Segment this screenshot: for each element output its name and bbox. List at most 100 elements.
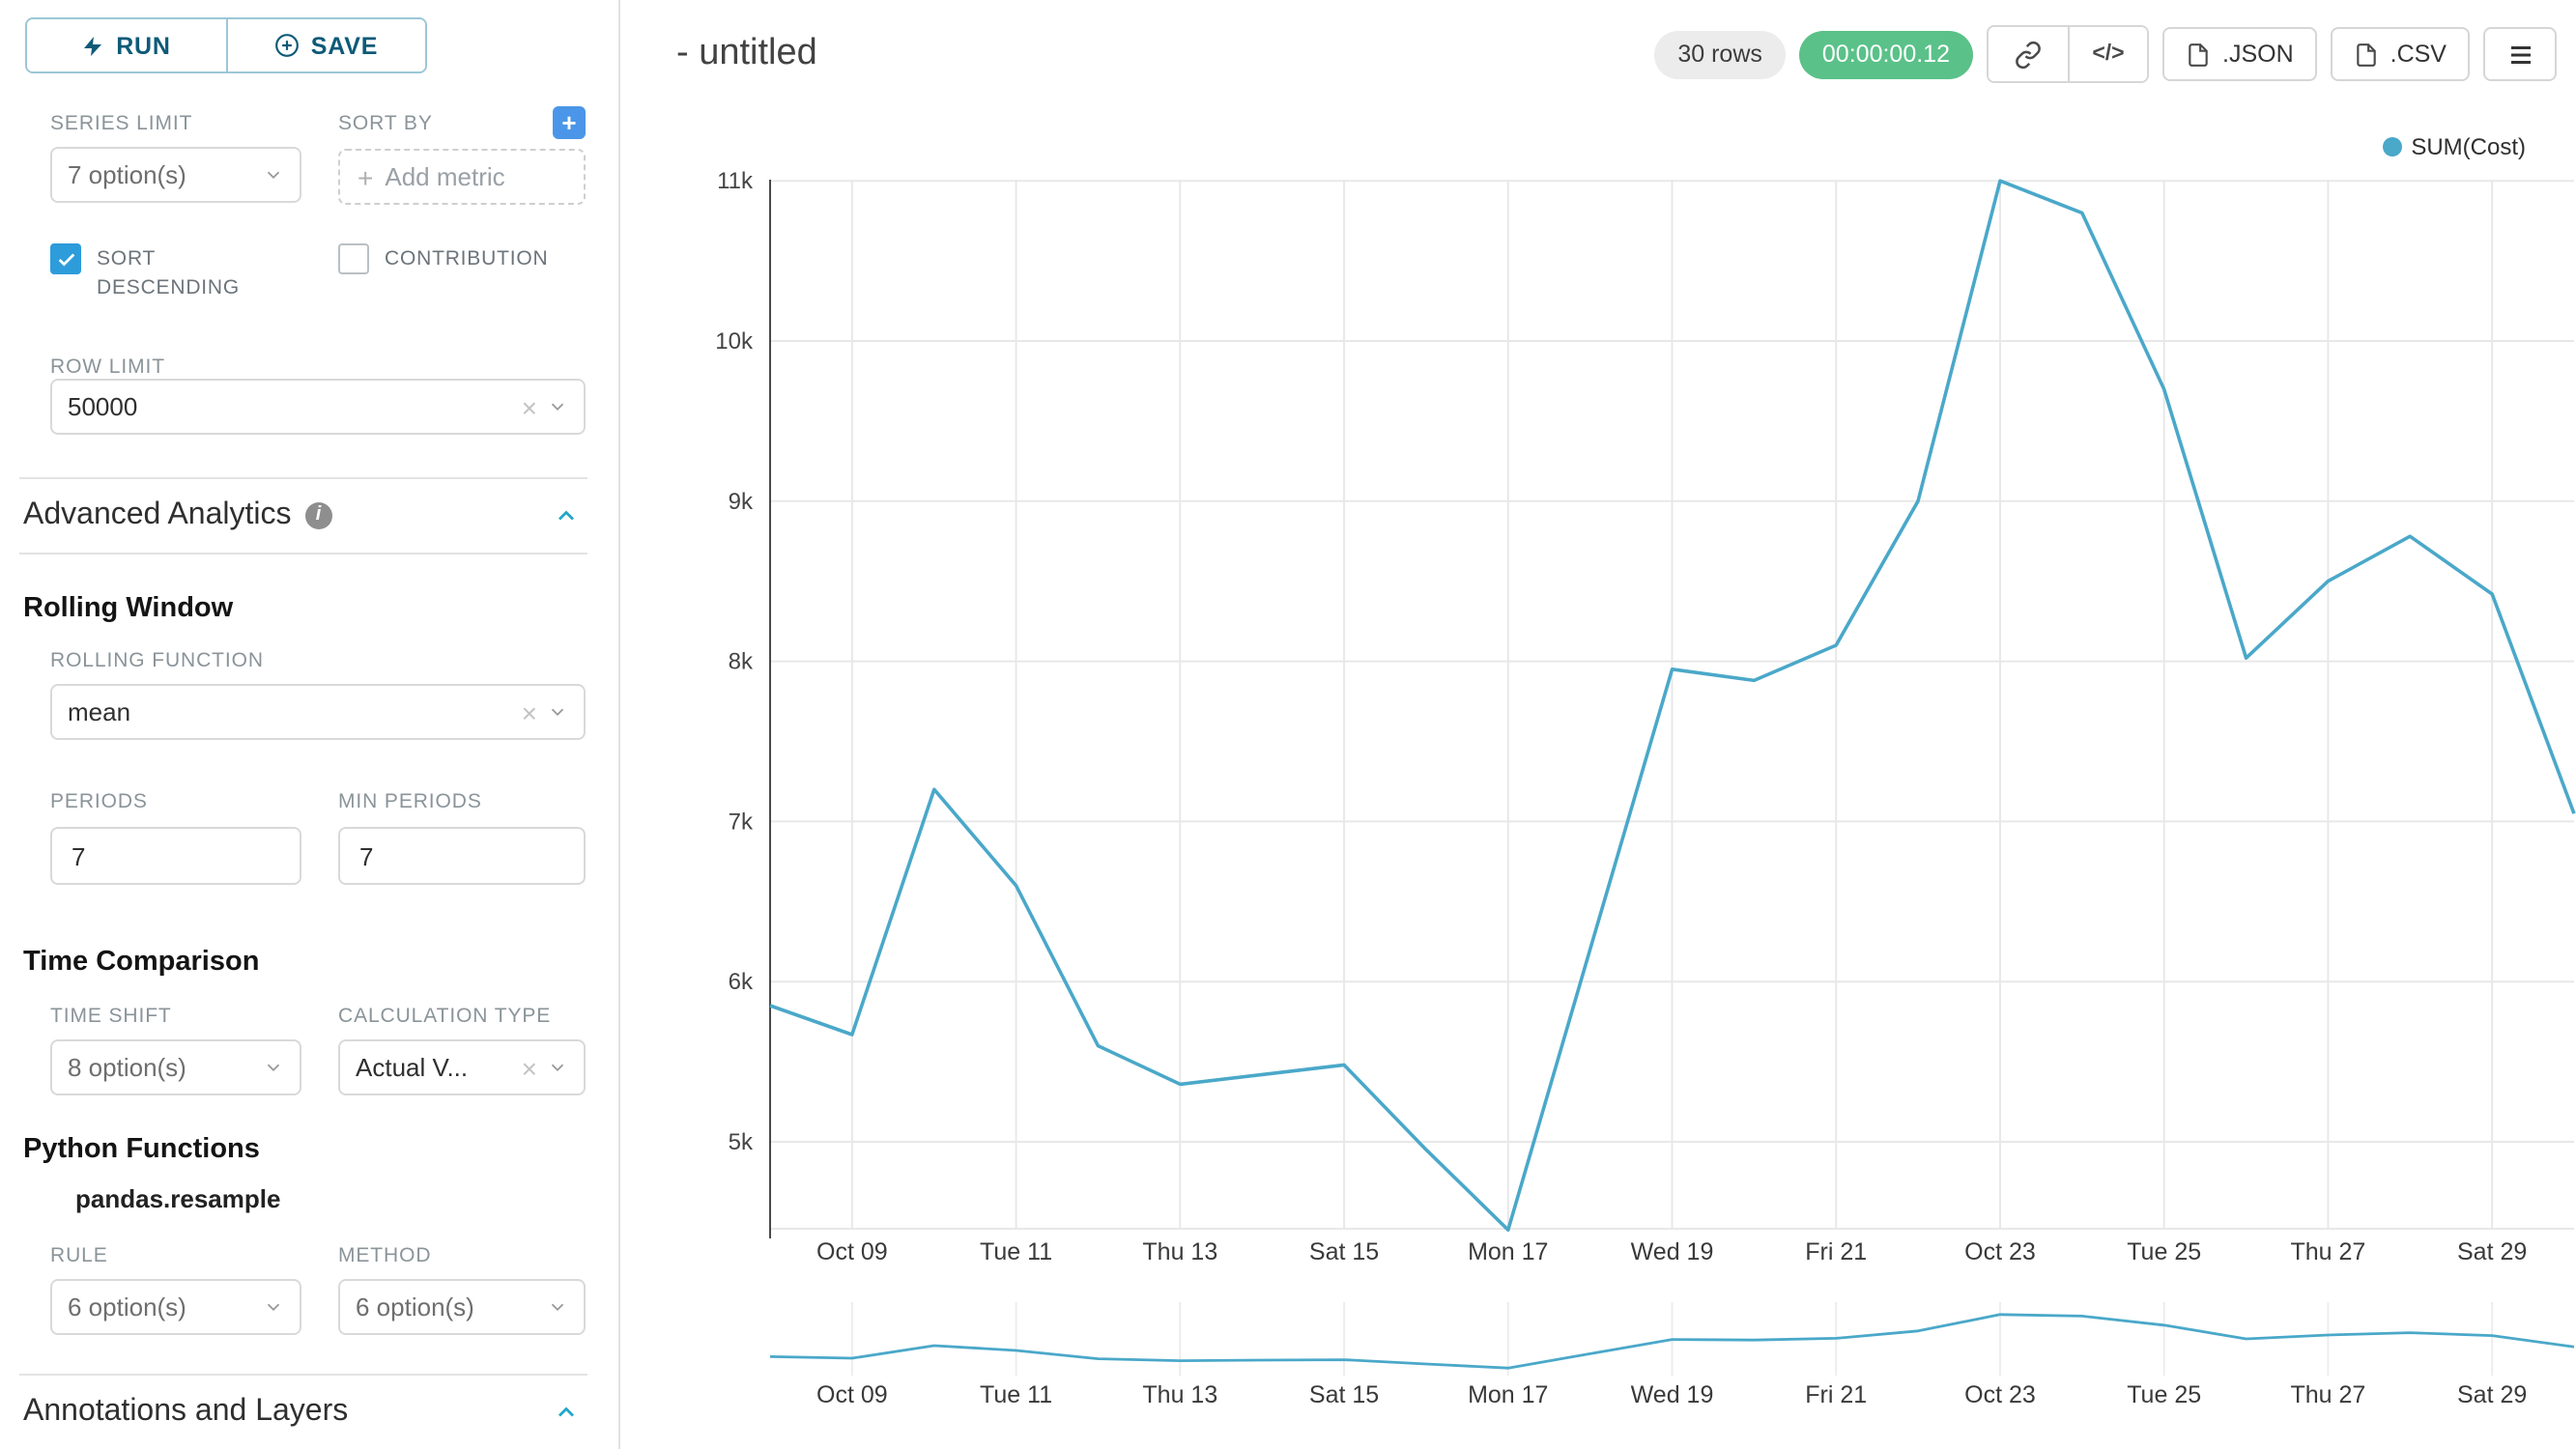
mini-x-axis-label: Fri 21 [1805, 1381, 1867, 1408]
mini-x-axis-label: Oct 23 [1964, 1381, 2036, 1408]
x-axis-label: Thu 27 [2290, 1238, 2365, 1265]
add-metric-placeholder: Add metric [385, 162, 505, 191]
chevron-up-icon[interactable] [553, 503, 580, 530]
lightning-icon [84, 36, 102, 55]
chart-panel: - untitled 30 rows 00:00:00.12 </> .JSON [620, 0, 2576, 1449]
csv-file-icon [2356, 43, 2376, 66]
time-shift-value: 8 option(s) [68, 1053, 186, 1083]
periods-input[interactable] [50, 827, 301, 886]
method-select[interactable]: 6 option(s) [338, 1279, 586, 1336]
min-periods-input[interactable] [338, 827, 586, 886]
chevron-down-icon [267, 171, 280, 180]
checkbox-unchecked-icon [338, 243, 369, 274]
export-csv-button[interactable]: .CSV [2330, 27, 2470, 81]
row-limit-select[interactable]: 50000 × [50, 379, 586, 436]
advanced-analytics-title: Advanced Analytics [23, 498, 292, 532]
chevron-down-icon [267, 1065, 280, 1072]
mini-x-axis-label: Tue 11 [980, 1381, 1052, 1408]
series-limit-value: 7 option(s) [68, 160, 186, 189]
y-axis-label: 5k [729, 1129, 754, 1155]
contribution-checkbox[interactable]: CONTRIBUTION [338, 243, 587, 302]
rolling-function-value: mean [68, 697, 131, 727]
share-button-group: </> [1987, 25, 2149, 83]
sort-by-label: SORT BY [338, 112, 433, 135]
rule-select[interactable]: 6 option(s) [50, 1279, 301, 1336]
x-axis-label: Fri 21 [1805, 1238, 1867, 1265]
rule-label: RULE [50, 1244, 108, 1268]
legend[interactable]: SUM(Cost) [2382, 133, 2526, 160]
info-icon: i [304, 502, 332, 530]
calculation-type-label: CALCULATION TYPE [338, 1005, 552, 1029]
run-label: RUN [116, 32, 171, 59]
add-sort-metric-button[interactable]: + [553, 106, 586, 139]
mini-x-axis-label: Oct 09 [816, 1381, 888, 1408]
chevron-down-icon [551, 1304, 564, 1312]
sort-descending-label: SORT DESCENDING [97, 247, 241, 299]
plus-icon: + [358, 161, 374, 192]
control-panel: RUN SAVE SERIES LIMIT 7 option(s) SORT B… [0, 0, 620, 1449]
periods-label: PERIODS [50, 790, 148, 814]
row-limit-label: ROW LIMIT [50, 355, 165, 380]
json-file-icon [2189, 43, 2208, 66]
x-axis-label: Sat 29 [2457, 1238, 2527, 1265]
clear-icon[interactable]: × [521, 1052, 537, 1084]
save-label: SAVE [310, 32, 379, 59]
time-shift-select[interactable]: 8 option(s) [50, 1039, 301, 1096]
sort-descending-checkbox[interactable]: SORT DESCENDING [50, 243, 301, 302]
mini-x-axis-label: Wed 19 [1631, 1381, 1714, 1408]
rule-value: 6 option(s) [68, 1293, 186, 1322]
clear-icon[interactable]: × [521, 696, 537, 728]
run-button[interactable]: RUN [27, 19, 225, 71]
x-axis-label: Tue 25 [2127, 1238, 2201, 1265]
time-shift-label: TIME SHIFT [50, 1005, 172, 1029]
rolling-window-heading: Rolling Window [23, 593, 234, 625]
sort-by-add-metric-dropzone[interactable]: + Add metric [338, 149, 586, 205]
x-axis-label: Oct 09 [816, 1238, 888, 1265]
x-axis-label: Oct 23 [1964, 1238, 2036, 1265]
x-axis-label: Sat 15 [1309, 1238, 1379, 1265]
time-comparison-heading: Time Comparison [23, 947, 260, 979]
advanced-analytics-section-header[interactable]: Advanced Analytics i [19, 477, 587, 555]
method-label: METHOD [338, 1244, 432, 1268]
mini-x-axis-label: Thu 13 [1142, 1381, 1217, 1408]
x-axis-label: Thu 13 [1142, 1238, 1217, 1265]
row-limit-value: 50000 [68, 392, 138, 422]
row-count-badge: 30 rows [1654, 30, 1786, 78]
series-limit-label: SERIES LIMIT [50, 112, 193, 135]
calculation-type-value: Actual V... [356, 1053, 469, 1083]
y-axis-label: 11k [717, 168, 754, 194]
export-json-button[interactable]: .JSON [2162, 27, 2317, 81]
menu-button[interactable] [2483, 27, 2557, 81]
save-button[interactable]: SAVE [225, 19, 425, 71]
embed-code-button[interactable]: </> [2068, 27, 2147, 81]
series-line[interactable] [769, 179, 2576, 1232]
legend-label: SUM(Cost) [2411, 133, 2526, 160]
json-label: .JSON [2222, 41, 2294, 68]
rolling-function-label: ROLLING FUNCTION [50, 649, 264, 673]
plus-circle-icon [274, 34, 299, 57]
mini-x-axis-label: Sat 29 [2457, 1381, 2527, 1408]
chevron-down-icon [551, 1065, 564, 1072]
mini-x-axis-label: Thu 27 [2290, 1381, 2365, 1408]
y-axis-label: 8k [729, 649, 754, 675]
clear-icon[interactable]: × [521, 391, 537, 423]
chevron-down-icon [267, 1304, 280, 1312]
calculation-type-select[interactable]: Actual V... × [338, 1039, 586, 1096]
line-chart[interactable]: 5k 6k 7k 8k 9k 10k 11k Oct 09 Oct 09 Tue 11 Tue 11… [620, 106, 2576, 1449]
chevron-up-icon[interactable] [553, 1400, 580, 1427]
series-limit-select[interactable]: 7 option(s) [50, 147, 301, 203]
mini-x-axis-label: Tue 25 [2127, 1381, 2201, 1408]
chevron-down-icon [551, 709, 564, 717]
copy-link-button[interactable] [1989, 27, 2068, 81]
chart-title: - untitled [676, 33, 817, 73]
rolling-function-select[interactable]: mean × [50, 684, 586, 741]
contribution-label: CONTRIBUTION [385, 247, 549, 270]
annotations-section-header[interactable]: Annotations and Layers [19, 1374, 587, 1449]
hamburger-icon [2510, 45, 2530, 63]
link-icon [2016, 40, 2041, 69]
mini-series-line[interactable] [769, 1313, 2575, 1370]
y-axis-label: 10k [715, 328, 754, 355]
checkbox-checked-icon [50, 243, 81, 274]
method-value: 6 option(s) [356, 1293, 474, 1322]
